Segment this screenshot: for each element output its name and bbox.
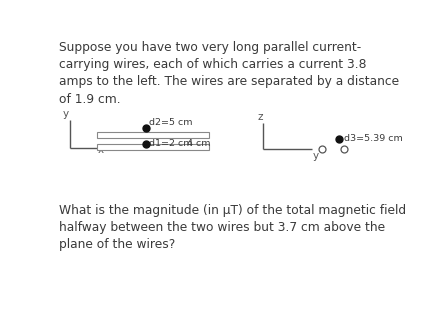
Text: d2=5 cm: d2=5 cm	[149, 118, 193, 127]
Text: Suppose you have two very long parallel current-: Suppose you have two very long parallel …	[59, 41, 361, 54]
Text: amps to the left. The wires are separated by a distance: amps to the left. The wires are separate…	[59, 75, 399, 88]
Text: d1=2 cm: d1=2 cm	[149, 139, 193, 148]
Bar	[97, 144, 209, 150]
Text: y: y	[313, 151, 319, 161]
Text: d3=5.39 cm: d3=5.39 cm	[343, 134, 402, 143]
Text: of 1.9 cm.: of 1.9 cm.	[59, 93, 120, 106]
Text: carrying wires, each of which carries a current 3.8: carrying wires, each of which carries a …	[59, 58, 366, 71]
Text: 4 cm: 4 cm	[187, 139, 210, 148]
Bar	[97, 132, 209, 138]
Text: What is the magnitude (in μT) of the total magnetic field: What is the magnitude (in μT) of the tot…	[59, 204, 406, 217]
Text: halfway between the two wires but 3.7 cm above the: halfway between the two wires but 3.7 cm…	[59, 221, 385, 234]
Text: plane of the wires?: plane of the wires?	[59, 238, 175, 251]
Text: z: z	[258, 112, 263, 122]
Text: y: y	[62, 109, 69, 119]
Text: x: x	[98, 145, 104, 155]
